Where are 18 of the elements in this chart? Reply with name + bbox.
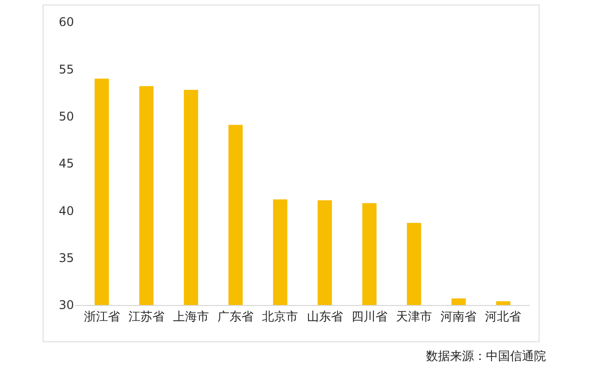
x-tick-label: 河南省 <box>440 309 477 324</box>
x-tick-label: 山东省 <box>306 309 343 324</box>
y-tick-label: 30 <box>58 298 74 312</box>
y-tick-label: 60 <box>58 15 74 30</box>
x-tick-label: 四川省 <box>351 309 388 324</box>
y-tick-label: 55 <box>58 62 74 76</box>
x-tick-label: 天津市 <box>396 309 432 324</box>
y-tick-label: 35 <box>58 251 74 266</box>
x-tick-label: 河北省 <box>485 309 522 324</box>
x-tick-label: 上海市 <box>172 309 209 324</box>
y-tick-label: 50 <box>58 110 74 124</box>
y-tick-label: 45 <box>58 156 74 171</box>
x-tick-label: 广东省 <box>218 309 254 324</box>
x-tick-label: 北京市 <box>262 309 298 324</box>
x-tick-label: 江苏省 <box>128 309 164 324</box>
x-tick-label: 浙江省 <box>84 309 120 324</box>
source-note: 数据来源：中国信通院 <box>426 349 546 363</box>
y-tick-label: 40 <box>58 204 74 218</box>
